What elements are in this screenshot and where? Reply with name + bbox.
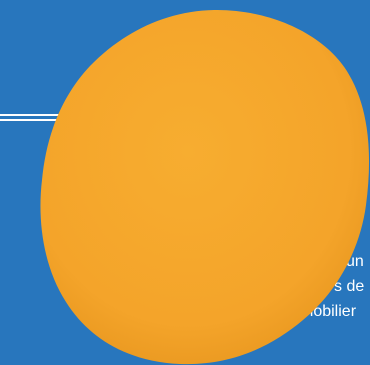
divider-line-bottom (0, 119, 296, 121)
body-text-line-3: s de (334, 278, 365, 295)
body-text-line-1: e (346, 229, 355, 246)
body-text-line-2: un (346, 253, 364, 270)
body-text-line-4: mobilier (300, 303, 357, 320)
divider-line-top (0, 114, 296, 116)
